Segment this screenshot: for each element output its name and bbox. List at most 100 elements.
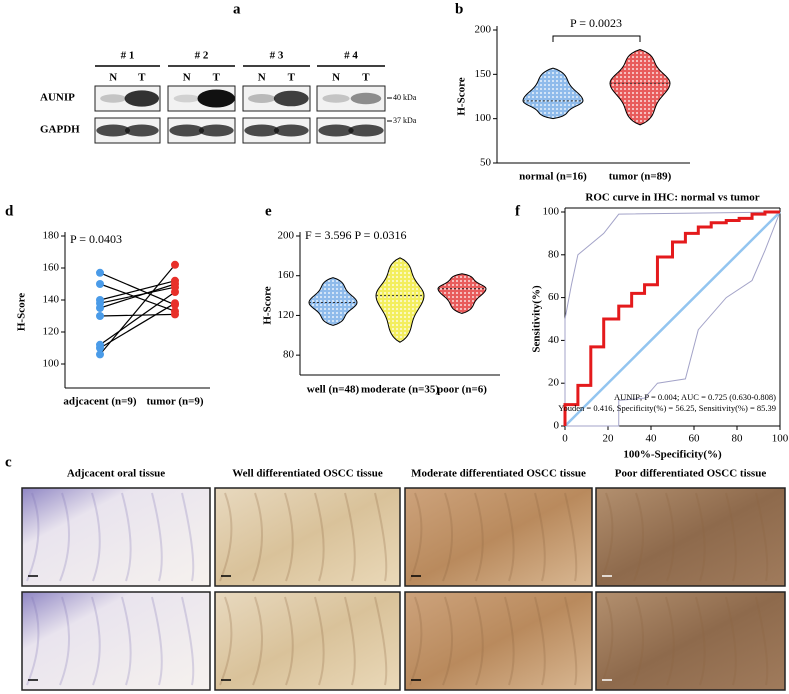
blot-band <box>169 124 205 137</box>
micrograph <box>595 591 786 691</box>
y-tick-label: 150 <box>475 68 492 80</box>
blot-band <box>124 124 159 137</box>
tissue-texture <box>26 596 40 686</box>
y-tick-label: 80 <box>283 349 295 361</box>
tissue-texture <box>121 596 132 686</box>
panel-label: f <box>515 203 521 219</box>
y-tick-label: 0 <box>554 420 560 432</box>
blot-band <box>273 124 309 137</box>
tissue-texture <box>219 492 233 582</box>
x-tick-label: 80 <box>732 433 744 445</box>
violin <box>609 48 671 126</box>
point <box>171 310 179 319</box>
x-tick-label: normal (n=16) <box>519 171 587 183</box>
tissue-texture <box>344 596 356 686</box>
violin <box>437 273 487 314</box>
tissue-texture <box>181 596 195 686</box>
blot-band <box>100 94 127 103</box>
point <box>96 312 104 320</box>
pair-line <box>99 302 176 349</box>
y-tick-label: 100 <box>475 112 492 124</box>
point <box>171 288 179 296</box>
y-axis-title: H-Score <box>456 77 468 115</box>
tissue-texture <box>284 492 294 582</box>
tissue-texture <box>564 492 578 582</box>
blot-band <box>96 124 131 137</box>
violin <box>308 277 358 326</box>
condition-label: T <box>288 72 296 84</box>
micrograph <box>404 591 593 691</box>
tissue-title: Poor differentiated OSCC tissue <box>615 468 767 480</box>
tissue-texture <box>252 596 263 686</box>
tissue-texture <box>504 492 515 582</box>
x-tick-label: tumor (n=89) <box>609 171 672 183</box>
tissue-texture <box>26 492 40 582</box>
tissue-texture <box>181 492 195 582</box>
tissue-texture <box>59 492 70 582</box>
blot-band <box>173 94 200 103</box>
tissue-texture <box>564 596 578 686</box>
tissue-texture <box>600 596 614 686</box>
panel-label: b <box>455 1 463 17</box>
x-tick-label: 0 <box>562 433 568 445</box>
y-tick-label: 50 <box>480 157 492 169</box>
y-tick-label: 40 <box>548 334 560 346</box>
x-tick-label: tumor (n=9) <box>146 396 203 408</box>
tissue-texture <box>600 492 614 582</box>
y-tick-label: 100 <box>43 358 60 370</box>
y-tick-label: 100 <box>543 206 560 218</box>
y-tick-label: 80 <box>548 248 560 260</box>
pair-line <box>99 283 176 312</box>
micrograph <box>214 487 401 587</box>
row-label: GAPDH <box>40 124 80 136</box>
tissue-texture <box>409 492 423 582</box>
x-tick-label: poor (n=6) <box>437 384 487 396</box>
micrograph <box>214 591 401 691</box>
tissue-texture <box>151 492 163 582</box>
tissue-texture <box>755 596 769 686</box>
tissue-texture <box>474 492 484 582</box>
tissue-texture <box>633 596 644 686</box>
blot-band <box>248 94 276 103</box>
tissue-title: Well differentiated OSCC tissue <box>232 468 383 480</box>
x-tick-label: adjcacent (n=9) <box>63 396 137 408</box>
tissue-texture <box>409 596 423 686</box>
tissue-texture <box>91 492 101 582</box>
tissue-texture <box>665 492 675 582</box>
tissue-texture <box>755 492 769 582</box>
tissue-texture <box>252 492 263 582</box>
annotation: AUNIP; P = 0.004; AUC = 0.725 (0.630-0.8… <box>614 392 776 402</box>
annotation: P = 0.0403 <box>70 232 122 246</box>
blot-box <box>316 85 386 112</box>
tissue-texture <box>534 596 546 686</box>
condition-label: N <box>109 72 117 84</box>
point <box>171 260 179 269</box>
tissue-texture <box>314 492 325 582</box>
tissue-texture <box>474 596 484 686</box>
tissue-texture <box>442 492 453 582</box>
condition-label: T <box>138 72 146 84</box>
annotation: Youden = 0.416, Specificity(%) = 56.25, … <box>558 403 776 413</box>
panel-label: c <box>5 454 12 470</box>
panel-label: d <box>5 203 14 219</box>
roc-line <box>563 210 780 426</box>
tissue-texture <box>314 596 325 686</box>
marker-label: 40 kDa <box>393 93 417 102</box>
tissue-texture <box>284 596 294 686</box>
tissue-texture <box>374 596 388 686</box>
blot-band <box>318 124 354 137</box>
violin <box>522 67 584 120</box>
tissue-texture <box>151 596 163 686</box>
y-tick-label: 60 <box>548 291 560 303</box>
y-tick-label: 200 <box>278 230 295 242</box>
y-tick-label: 20 <box>548 377 560 389</box>
panel-label: e <box>265 203 272 219</box>
chart-title: ROC curve in IHC: normal vs tumor <box>585 192 759 204</box>
tissue-texture <box>725 492 737 582</box>
tissue-texture <box>504 596 515 686</box>
x-tick-label: 100 <box>772 433 789 445</box>
y-axis-title: H-Score <box>16 293 28 331</box>
tissue-texture <box>219 596 233 686</box>
lane-label: # 3 <box>270 50 284 62</box>
y-tick-label: 140 <box>43 294 60 306</box>
